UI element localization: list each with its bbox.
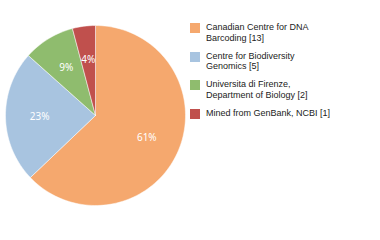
svg-text:9%: 9% (59, 60, 73, 74)
svg-text:23%: 23% (30, 109, 50, 123)
html-text:Universita di Firenze, Departm: Universita di Firenze, Department of Bio… (206, 79, 308, 100)
html-text:Mined from GenBank, NCBI [1]: Mined from GenBank, NCBI [1] (206, 107, 331, 118)
svg-text:4%: 4% (81, 52, 95, 66)
html-text:Canadian Centre for DNA Barcod: Canadian Centre for DNA Barcoding [13] (206, 22, 309, 43)
svg-text:61%: 61% (137, 130, 157, 144)
html-text:Centre for Biodiversity Genomi: Centre for Biodiversity Genomics [5] (206, 50, 295, 72)
